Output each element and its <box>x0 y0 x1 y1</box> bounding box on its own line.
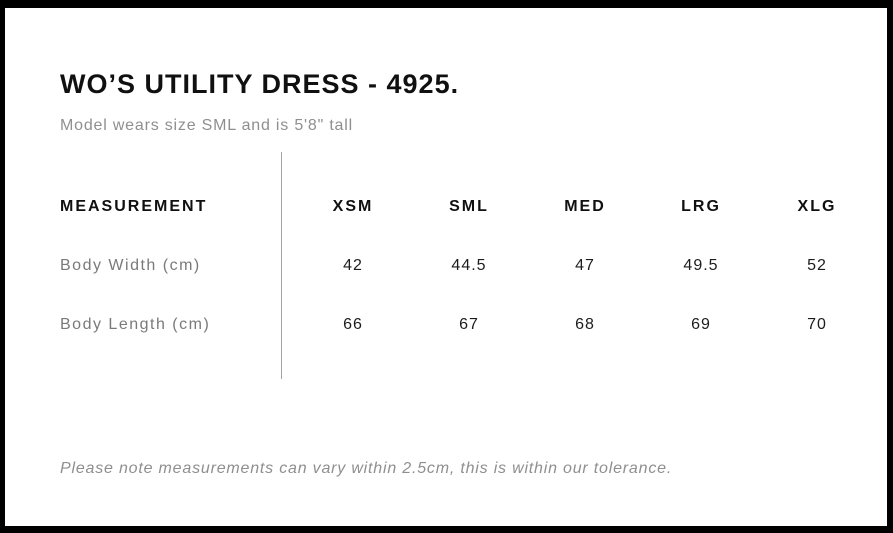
row-label-body-length: Body Length (cm) <box>60 315 211 333</box>
column-header-measurement: MEASUREMENT <box>60 197 208 215</box>
row-label-body-width: Body Width (cm) <box>60 256 201 274</box>
body-width-sml: 44.5 <box>451 256 487 274</box>
body-width-xlg: 52 <box>807 256 827 274</box>
body-length-xlg: 70 <box>807 315 827 333</box>
column-header-med: MED <box>564 197 606 215</box>
body-length-med: 68 <box>575 315 595 333</box>
tolerance-note: Please note measurements can vary within… <box>60 460 673 478</box>
body-length-sml: 67 <box>459 315 479 333</box>
column-header-sml: SML <box>449 197 489 215</box>
column-header-xlg: XLG <box>797 197 837 215</box>
page-title: WO’S UTILITY DRESS - 4925. <box>60 69 460 99</box>
column-header-lrg: LRG <box>681 197 721 215</box>
table-column-divider <box>281 152 282 379</box>
model-info: Model wears size SML and is 5'8" tall <box>60 117 353 135</box>
body-width-xsm: 42 <box>343 256 363 274</box>
body-length-lrg: 69 <box>691 315 711 333</box>
body-width-med: 47 <box>575 256 595 274</box>
body-length-xsm: 66 <box>343 315 363 333</box>
body-width-lrg: 49.5 <box>683 256 719 274</box>
size-chart-table: MEASUREMENT XSM SML MED LRG XLG Body Wid… <box>60 177 875 354</box>
column-header-xsm: XSM <box>332 197 374 215</box>
